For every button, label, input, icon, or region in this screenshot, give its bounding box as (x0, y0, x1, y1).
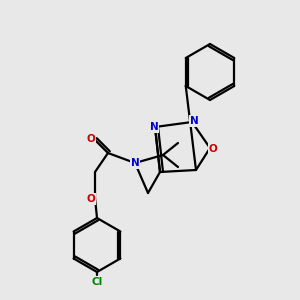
Text: N: N (150, 122, 158, 132)
Text: Cl: Cl (92, 277, 103, 287)
Text: N: N (190, 116, 198, 126)
Text: N: N (130, 158, 140, 168)
Text: O: O (208, 144, 217, 154)
Text: O: O (87, 134, 95, 144)
Text: O: O (87, 194, 95, 204)
